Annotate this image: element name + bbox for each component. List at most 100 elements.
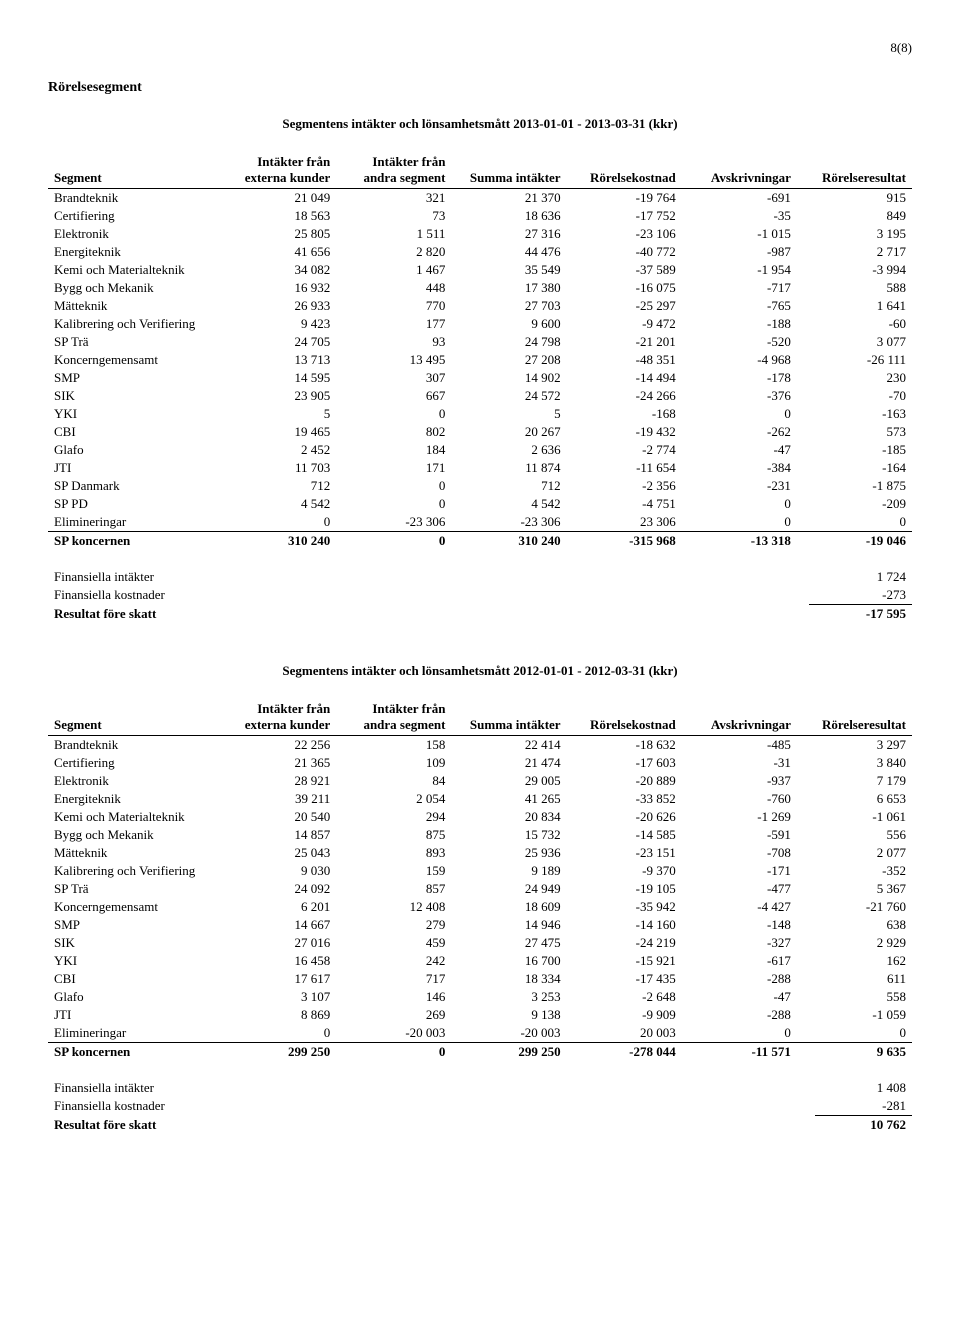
segment-name-cell: JTI xyxy=(48,1006,221,1024)
value-cell: 459 xyxy=(336,934,451,952)
value-cell: 2 717 xyxy=(797,243,912,261)
value-cell: -1 015 xyxy=(682,225,797,243)
value-cell: 9 030 xyxy=(221,862,336,880)
table-row: SMP14 66727914 946-14 160-148638 xyxy=(48,916,912,934)
value-cell: 0 xyxy=(336,405,451,423)
table-row: Bygg och Mekanik16 93244817 380-16 075-7… xyxy=(48,279,912,297)
value-cell: 34 082 xyxy=(221,261,336,279)
value-cell: -9 472 xyxy=(567,315,682,333)
segment-name-cell: SMP xyxy=(48,916,221,934)
segment-name-cell: Elimineringar xyxy=(48,513,221,532)
segment-table: SegmentIntäkter frånexterna kunderIntäkt… xyxy=(48,699,912,1061)
table-row: Energiteknik39 2112 05441 265-33 852-760… xyxy=(48,790,912,808)
table-row: Elimineringar0-20 003-20 00320 00300 xyxy=(48,1024,912,1043)
segment-name-cell: SP Trä xyxy=(48,880,221,898)
segment-name-cell: Brandteknik xyxy=(48,736,221,755)
value-cell: -288 xyxy=(682,970,797,988)
value-cell: 0 xyxy=(336,477,451,495)
value-cell: -20 003 xyxy=(336,1024,451,1043)
value-cell: -20 626 xyxy=(567,808,682,826)
table-row: SIK23 90566724 572-24 266-376-70 xyxy=(48,387,912,405)
value-cell: -70 xyxy=(797,387,912,405)
value-cell: 7 179 xyxy=(797,772,912,790)
total-label: SP koncernen xyxy=(48,1043,221,1062)
value-cell: -9 370 xyxy=(567,862,682,880)
value-cell: 24 572 xyxy=(451,387,566,405)
table-row: Kalibrering och Verifiering9 0301599 189… xyxy=(48,862,912,880)
value-cell: 25 805 xyxy=(221,225,336,243)
value-cell: 712 xyxy=(451,477,566,495)
value-cell: -48 351 xyxy=(567,351,682,369)
value-cell: 0 xyxy=(221,1024,336,1043)
segment-name-cell: Kemi och Materialteknik xyxy=(48,808,221,826)
total-value: -315 968 xyxy=(567,532,682,551)
segment-name-cell: Kalibrering och Verifiering xyxy=(48,862,221,880)
segment-name-cell: Elimineringar xyxy=(48,1024,221,1043)
value-cell: 638 xyxy=(797,916,912,934)
summary-row: Finansiella kostnader-273 xyxy=(48,586,912,605)
value-cell: 1 641 xyxy=(797,297,912,315)
value-cell: -384 xyxy=(682,459,797,477)
value-cell: -288 xyxy=(682,1006,797,1024)
value-cell: 24 798 xyxy=(451,333,566,351)
total-value: 299 250 xyxy=(451,1043,566,1062)
value-cell: -987 xyxy=(682,243,797,261)
value-cell: 18 609 xyxy=(451,898,566,916)
value-cell: -717 xyxy=(682,279,797,297)
total-value: 310 240 xyxy=(221,532,336,551)
segment-name-cell: SIK xyxy=(48,934,221,952)
total-value: -11 571 xyxy=(682,1043,797,1062)
value-cell: 184 xyxy=(336,441,451,459)
segment-name-cell: SIK xyxy=(48,387,221,405)
value-cell: -60 xyxy=(797,315,912,333)
total-value: 310 240 xyxy=(451,532,566,551)
table-row: CBI19 46580220 267-19 432-262573 xyxy=(48,423,912,441)
table-row: Koncerngemensamt13 71313 49527 208-48 35… xyxy=(48,351,912,369)
value-cell: 158 xyxy=(336,736,451,755)
table-row: CBI17 61771718 334-17 435-288611 xyxy=(48,970,912,988)
value-cell: 27 208 xyxy=(451,351,566,369)
value-cell: -691 xyxy=(682,189,797,208)
value-cell: 146 xyxy=(336,988,451,1006)
value-cell: 8 869 xyxy=(221,1006,336,1024)
value-cell: -19 764 xyxy=(567,189,682,208)
value-cell: 84 xyxy=(336,772,451,790)
value-cell: 294 xyxy=(336,808,451,826)
value-cell: -23 151 xyxy=(567,844,682,862)
value-cell: -1 059 xyxy=(797,1006,912,1024)
value-cell: 12 408 xyxy=(336,898,451,916)
value-cell: 893 xyxy=(336,844,451,862)
value-cell: 0 xyxy=(797,513,912,532)
value-cell: 2 077 xyxy=(797,844,912,862)
summary-value: 1 724 xyxy=(809,568,912,586)
table-row: Mätteknik25 04389325 936-23 151-7082 077 xyxy=(48,844,912,862)
column-header: Rörelsekostnad xyxy=(567,699,682,736)
value-cell: -40 772 xyxy=(567,243,682,261)
value-cell: 27 703 xyxy=(451,297,566,315)
segment-name-cell: YKI xyxy=(48,952,221,970)
value-cell: 18 563 xyxy=(221,207,336,225)
value-cell: -2 648 xyxy=(567,988,682,1006)
value-cell: -262 xyxy=(682,423,797,441)
table-row: SMP14 59530714 902-14 494-178230 xyxy=(48,369,912,387)
value-cell: 28 921 xyxy=(221,772,336,790)
value-cell: 3 297 xyxy=(797,736,912,755)
tables-container: Segmentens intäkter och lönsamhetsmått 2… xyxy=(48,116,912,1134)
table-row: Elektronik25 8051 51127 316-23 106-1 015… xyxy=(48,225,912,243)
table-row: Glafo2 4521842 636-2 774-47-185 xyxy=(48,441,912,459)
segment-name-cell: Elektronik xyxy=(48,772,221,790)
value-cell: 26 933 xyxy=(221,297,336,315)
value-cell: 9 423 xyxy=(221,315,336,333)
table-row: Energiteknik41 6562 82044 476-40 772-987… xyxy=(48,243,912,261)
total-value: -13 318 xyxy=(682,532,797,551)
column-header: Rörelseresultat xyxy=(797,699,912,736)
value-cell: 39 211 xyxy=(221,790,336,808)
value-cell: 25 043 xyxy=(221,844,336,862)
summary-label: Finansiella kostnader xyxy=(48,1097,297,1116)
value-cell: -33 852 xyxy=(567,790,682,808)
segment-name-cell: Certifiering xyxy=(48,207,221,225)
value-cell: 17 617 xyxy=(221,970,336,988)
segment-name-cell: Kalibrering och Verifiering xyxy=(48,315,221,333)
value-cell: 9 138 xyxy=(451,1006,566,1024)
value-cell: 159 xyxy=(336,862,451,880)
